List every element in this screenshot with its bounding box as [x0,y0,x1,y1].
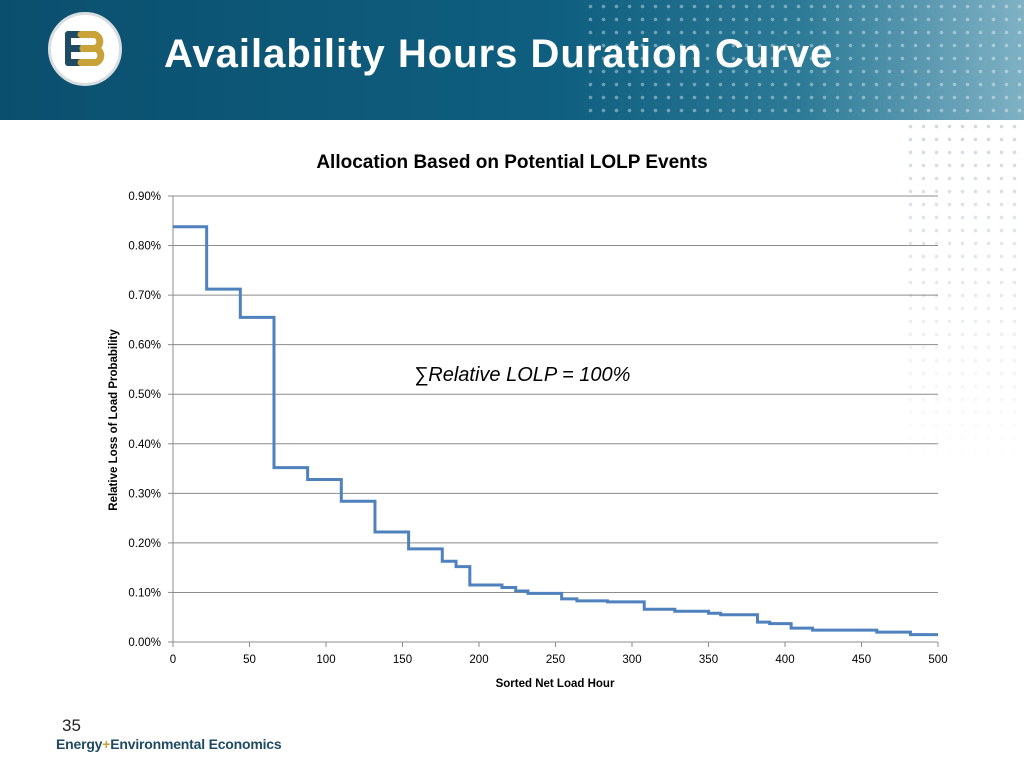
x-tick-label: 500 [928,654,947,666]
chart-title: Allocation Based on Potential LOLP Event… [316,152,708,173]
y-tick-label: 0.90% [128,191,161,203]
side-dot-pattern [904,120,1024,480]
y-tick-label: 0.80% [128,241,161,253]
y-axis-ticks: 0.00% 0.10% 0.20% 0.30% 0.40% 0.50% 0.60% 0.70%… [128,191,173,649]
x-axis-ticks: 0 50 100 150 200 250 300 350 400 450 500 [170,642,948,666]
y-tick-label: 0.10% [128,587,161,599]
y-axis-label: Relative Loss of Load Probability [108,329,120,511]
y-tick-label: 0.40% [128,439,161,451]
x-tick-label: 400 [775,654,794,666]
x-tick-label: 250 [546,654,565,666]
header-dot-pattern [584,0,1024,120]
company-name: Energy+Environmental Economics [56,736,282,752]
x-tick-label: 200 [469,654,488,666]
y-tick-label: 0.30% [128,488,161,500]
e3-logo-icon [65,31,105,66]
company-name-plus: + [102,736,111,752]
y-tick-label: 0.70% [128,290,161,302]
y-tick-label: 0.20% [128,538,161,550]
y-tick-label: 0.60% [128,340,161,352]
chart-axes [172,196,938,643]
sum-annotation: ∑Relative LOLP = 100% [414,364,630,386]
lolp-chart: 0.00% 0.10% 0.20% 0.30% 0.40% 0.50% 0.60% 0.70%… [108,191,948,690]
x-tick-label: 50 [243,654,256,666]
header-banner: Availability Hours Duration Curve [0,0,1024,120]
company-logo [48,12,122,86]
company-name-part1: Energy [56,736,103,752]
x-tick-label: 100 [316,654,335,666]
y-tick-label: 0.50% [128,389,161,401]
x-tick-label: 450 [852,654,871,666]
x-tick-label: 350 [699,654,718,666]
chart-gridlines [173,195,938,593]
x-tick-label: 150 [393,654,412,666]
slide-number: 35 [62,716,81,735]
y-tick-label: 0.00% [128,637,161,649]
x-axis-label: Sorted Net Load Hour [496,678,615,690]
x-tick-label: 0 [170,654,176,666]
page-title: Availability Hours Duration Curve [164,32,834,76]
series-line-relative-lolp [173,225,938,637]
x-tick-label: 300 [622,654,641,666]
company-name-part2: Environmental Economics [110,736,282,752]
